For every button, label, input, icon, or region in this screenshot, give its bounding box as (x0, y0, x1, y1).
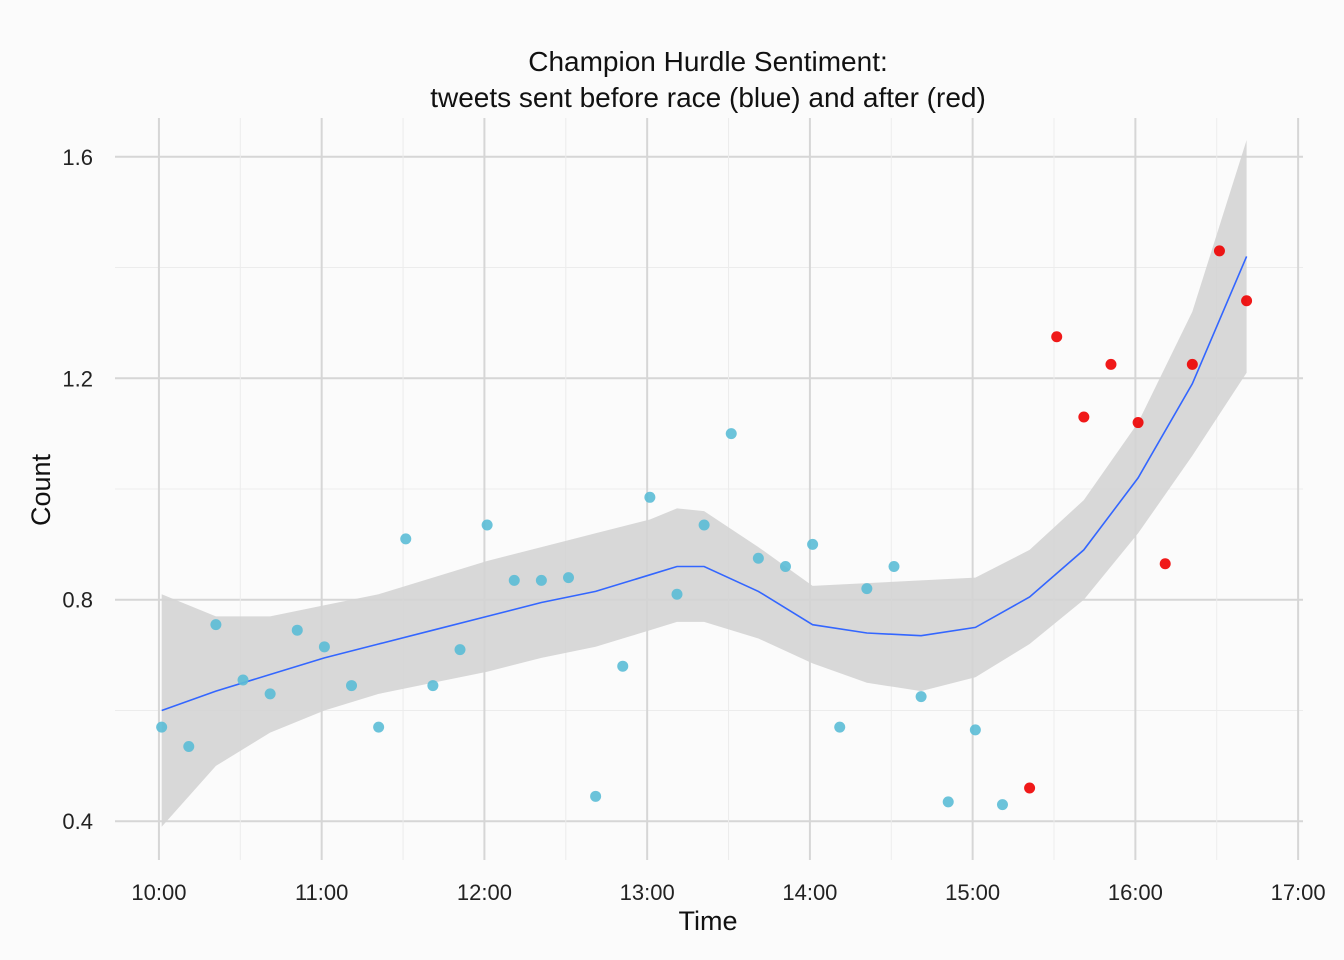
grid (115, 118, 1303, 860)
point-before (346, 680, 358, 692)
point-before (183, 740, 195, 752)
point-before (671, 588, 683, 600)
y-tick-label: 1.2 (62, 366, 93, 391)
y-tick-label: 0.8 (62, 588, 93, 613)
x-tick-label: 15:00 (945, 880, 1000, 905)
data-points (156, 245, 1253, 811)
point-before (563, 572, 575, 584)
point-after (1105, 358, 1117, 370)
point-before (779, 561, 791, 573)
point-before (481, 519, 493, 531)
point-after (1078, 411, 1090, 423)
point-before (156, 721, 168, 733)
point-after (1159, 558, 1171, 570)
point-before (698, 519, 710, 531)
point-before (752, 552, 764, 564)
y-axis-title: Count (26, 453, 56, 526)
point-before (725, 428, 737, 440)
point-after (1024, 782, 1036, 794)
x-tick-label: 12:00 (457, 880, 512, 905)
point-before (617, 660, 629, 672)
point-before (264, 688, 276, 700)
point-before (644, 491, 656, 503)
point-before (210, 619, 222, 631)
point-before (373, 721, 385, 733)
point-before (454, 644, 466, 656)
confidence-ribbon (161, 140, 1247, 827)
point-before (996, 799, 1008, 811)
point-before (237, 674, 249, 686)
point-before (535, 574, 547, 586)
point-before (861, 583, 873, 595)
point-after (1132, 417, 1144, 429)
point-before (807, 538, 819, 550)
y-axis-ticks: 0.4 0.8 1.2 1.6 (62, 145, 93, 834)
point-before (508, 574, 520, 586)
x-axis-title: Time (679, 906, 738, 936)
point-before (834, 721, 846, 733)
x-tick-label: 10:00 (131, 880, 186, 905)
x-tick-label: 13:00 (620, 880, 675, 905)
x-axis-ticks: 10:00 11:00 12:00 13:00 14:00 15:00 16:00 17:00 (131, 880, 1325, 905)
smooth-line (161, 256, 1248, 712)
x-tick-label: 11:00 (295, 880, 348, 905)
point-after (1213, 245, 1225, 257)
point-before (942, 796, 954, 808)
point-after (1186, 358, 1198, 370)
point-before (318, 641, 330, 653)
x-tick-label: 17:00 (1271, 880, 1326, 905)
x-tick-label: 16:00 (1108, 880, 1163, 905)
point-before (915, 691, 927, 703)
x-tick-label: 14:00 (782, 880, 837, 905)
chart-subtitle: tweets sent before race (blue) and after… (430, 82, 986, 113)
point-after (1051, 331, 1063, 343)
point-before (969, 724, 981, 736)
y-tick-label: 1.6 (62, 145, 93, 170)
point-before (291, 624, 303, 636)
loess-line (161, 256, 1248, 712)
y-tick-label: 0.4 (62, 809, 93, 834)
chart-title: Champion Hurdle Sentiment: (528, 46, 888, 77)
point-before (590, 790, 602, 802)
confidence-band (161, 140, 1247, 827)
point-before (427, 680, 439, 692)
point-after (1241, 295, 1253, 307)
point-before (400, 533, 412, 545)
point-before (888, 561, 900, 573)
